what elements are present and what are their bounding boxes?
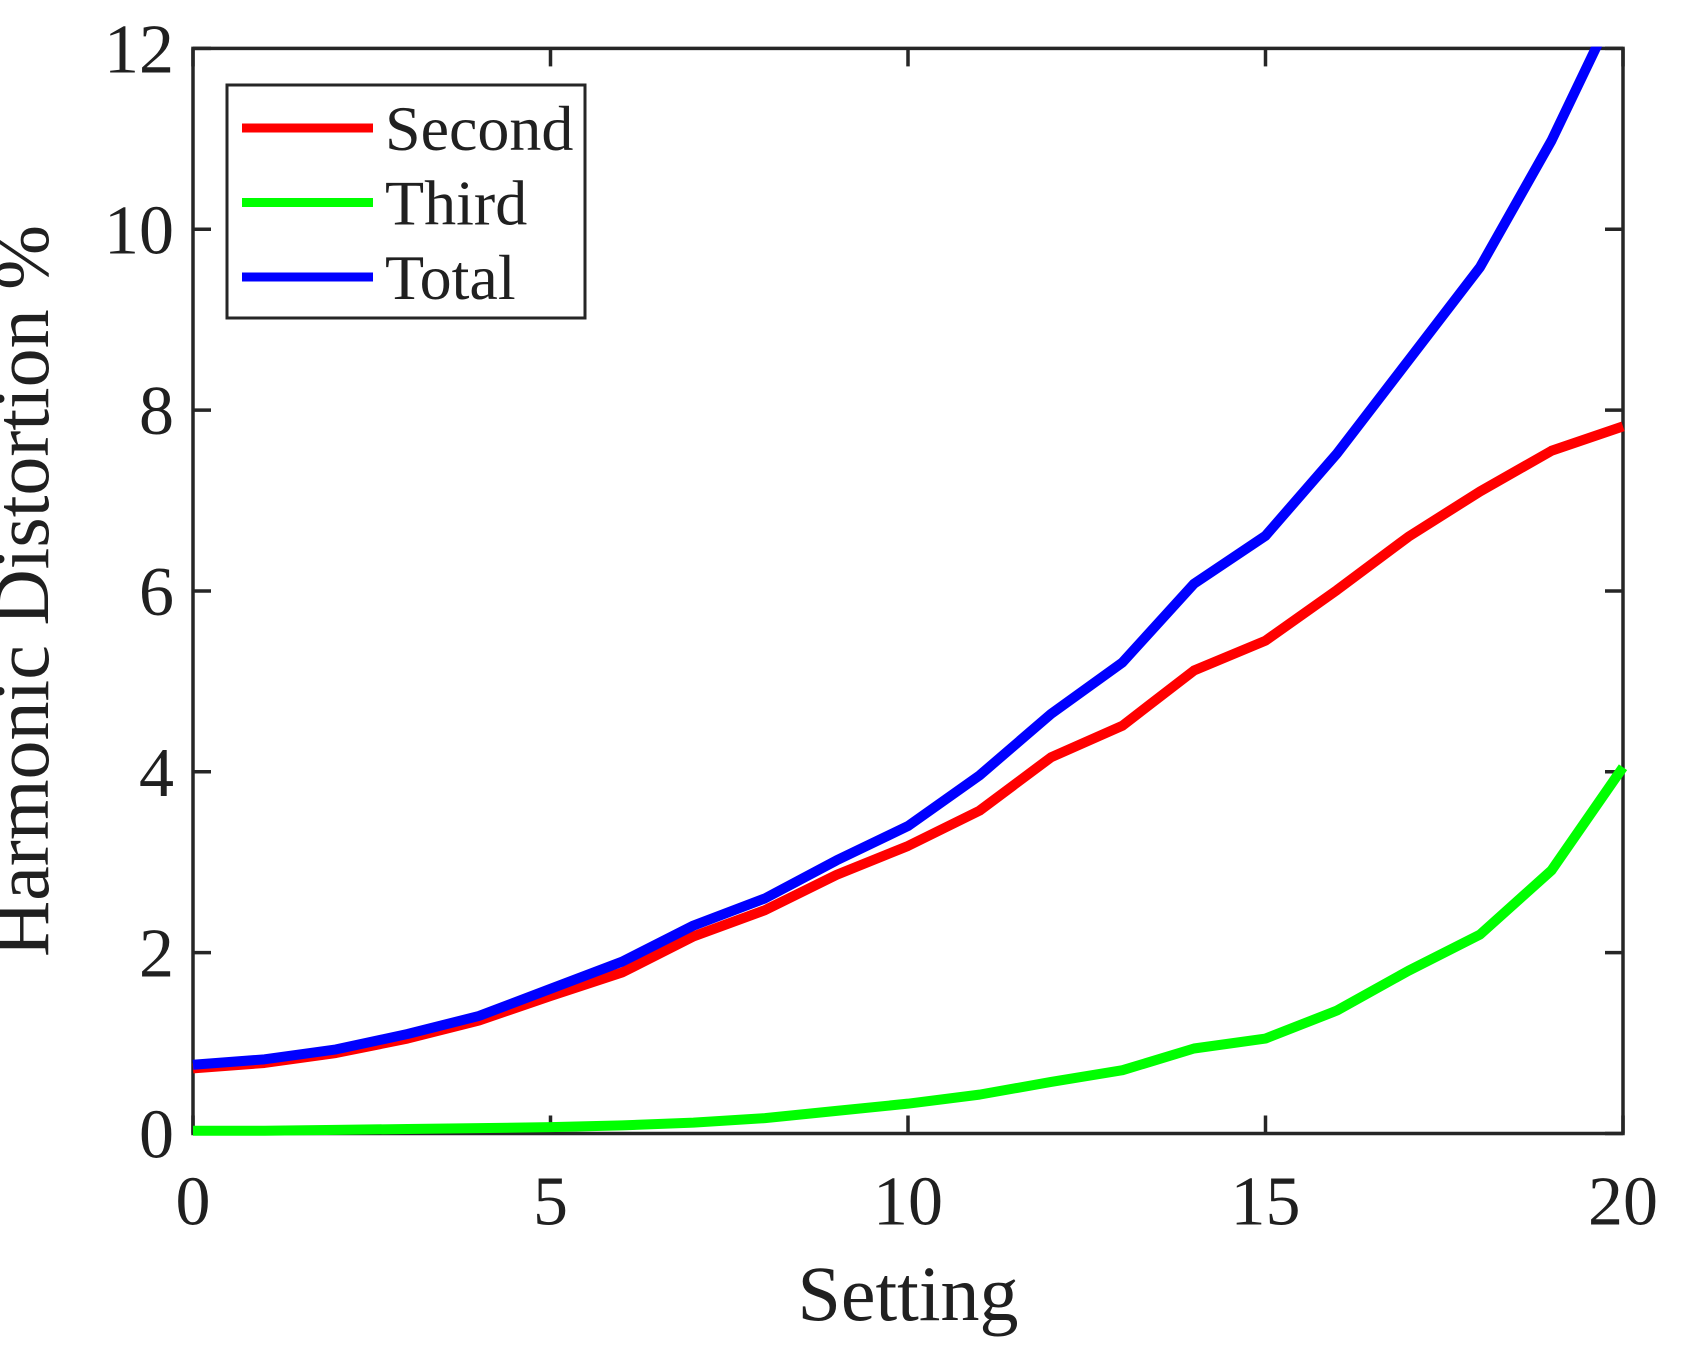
y-tick-label: 10 — [104, 192, 174, 269]
legend-label-third: Third — [385, 168, 527, 239]
y-tick-label: 6 — [139, 554, 174, 631]
x-tick-label: 15 — [1231, 1164, 1301, 1241]
x-tick-label: 10 — [873, 1164, 943, 1241]
y-tick-label: 8 — [139, 373, 174, 450]
y-tick-label: 12 — [104, 11, 174, 88]
axis-tick-labels: 0 5 10 15 20 0 2 4 6 8 10 12 — [104, 11, 1658, 1240]
x-tick-label: 5 — [533, 1164, 568, 1241]
x-axis-label: Setting — [797, 1250, 1018, 1337]
y-tick-label: 2 — [139, 916, 174, 993]
x-tick-label: 20 — [1588, 1164, 1658, 1241]
legend-label-total: Total — [385, 242, 516, 313]
series-line-total — [192, 46, 1603, 1070]
legend-label-second: Second — [385, 93, 573, 164]
x-tick-label: 0 — [176, 1164, 211, 1241]
y-axis-label: Harmonic Distortion % — [0, 225, 65, 957]
series-line-third — [193, 764, 1628, 1136]
legend: Second Third Total — [225, 83, 587, 320]
y-tick-label: 0 — [139, 1097, 174, 1174]
y-tick-label: 4 — [139, 735, 174, 812]
plot-frame-and-ticks — [191, 46, 1625, 1136]
series-lines — [192, 46, 1628, 1136]
